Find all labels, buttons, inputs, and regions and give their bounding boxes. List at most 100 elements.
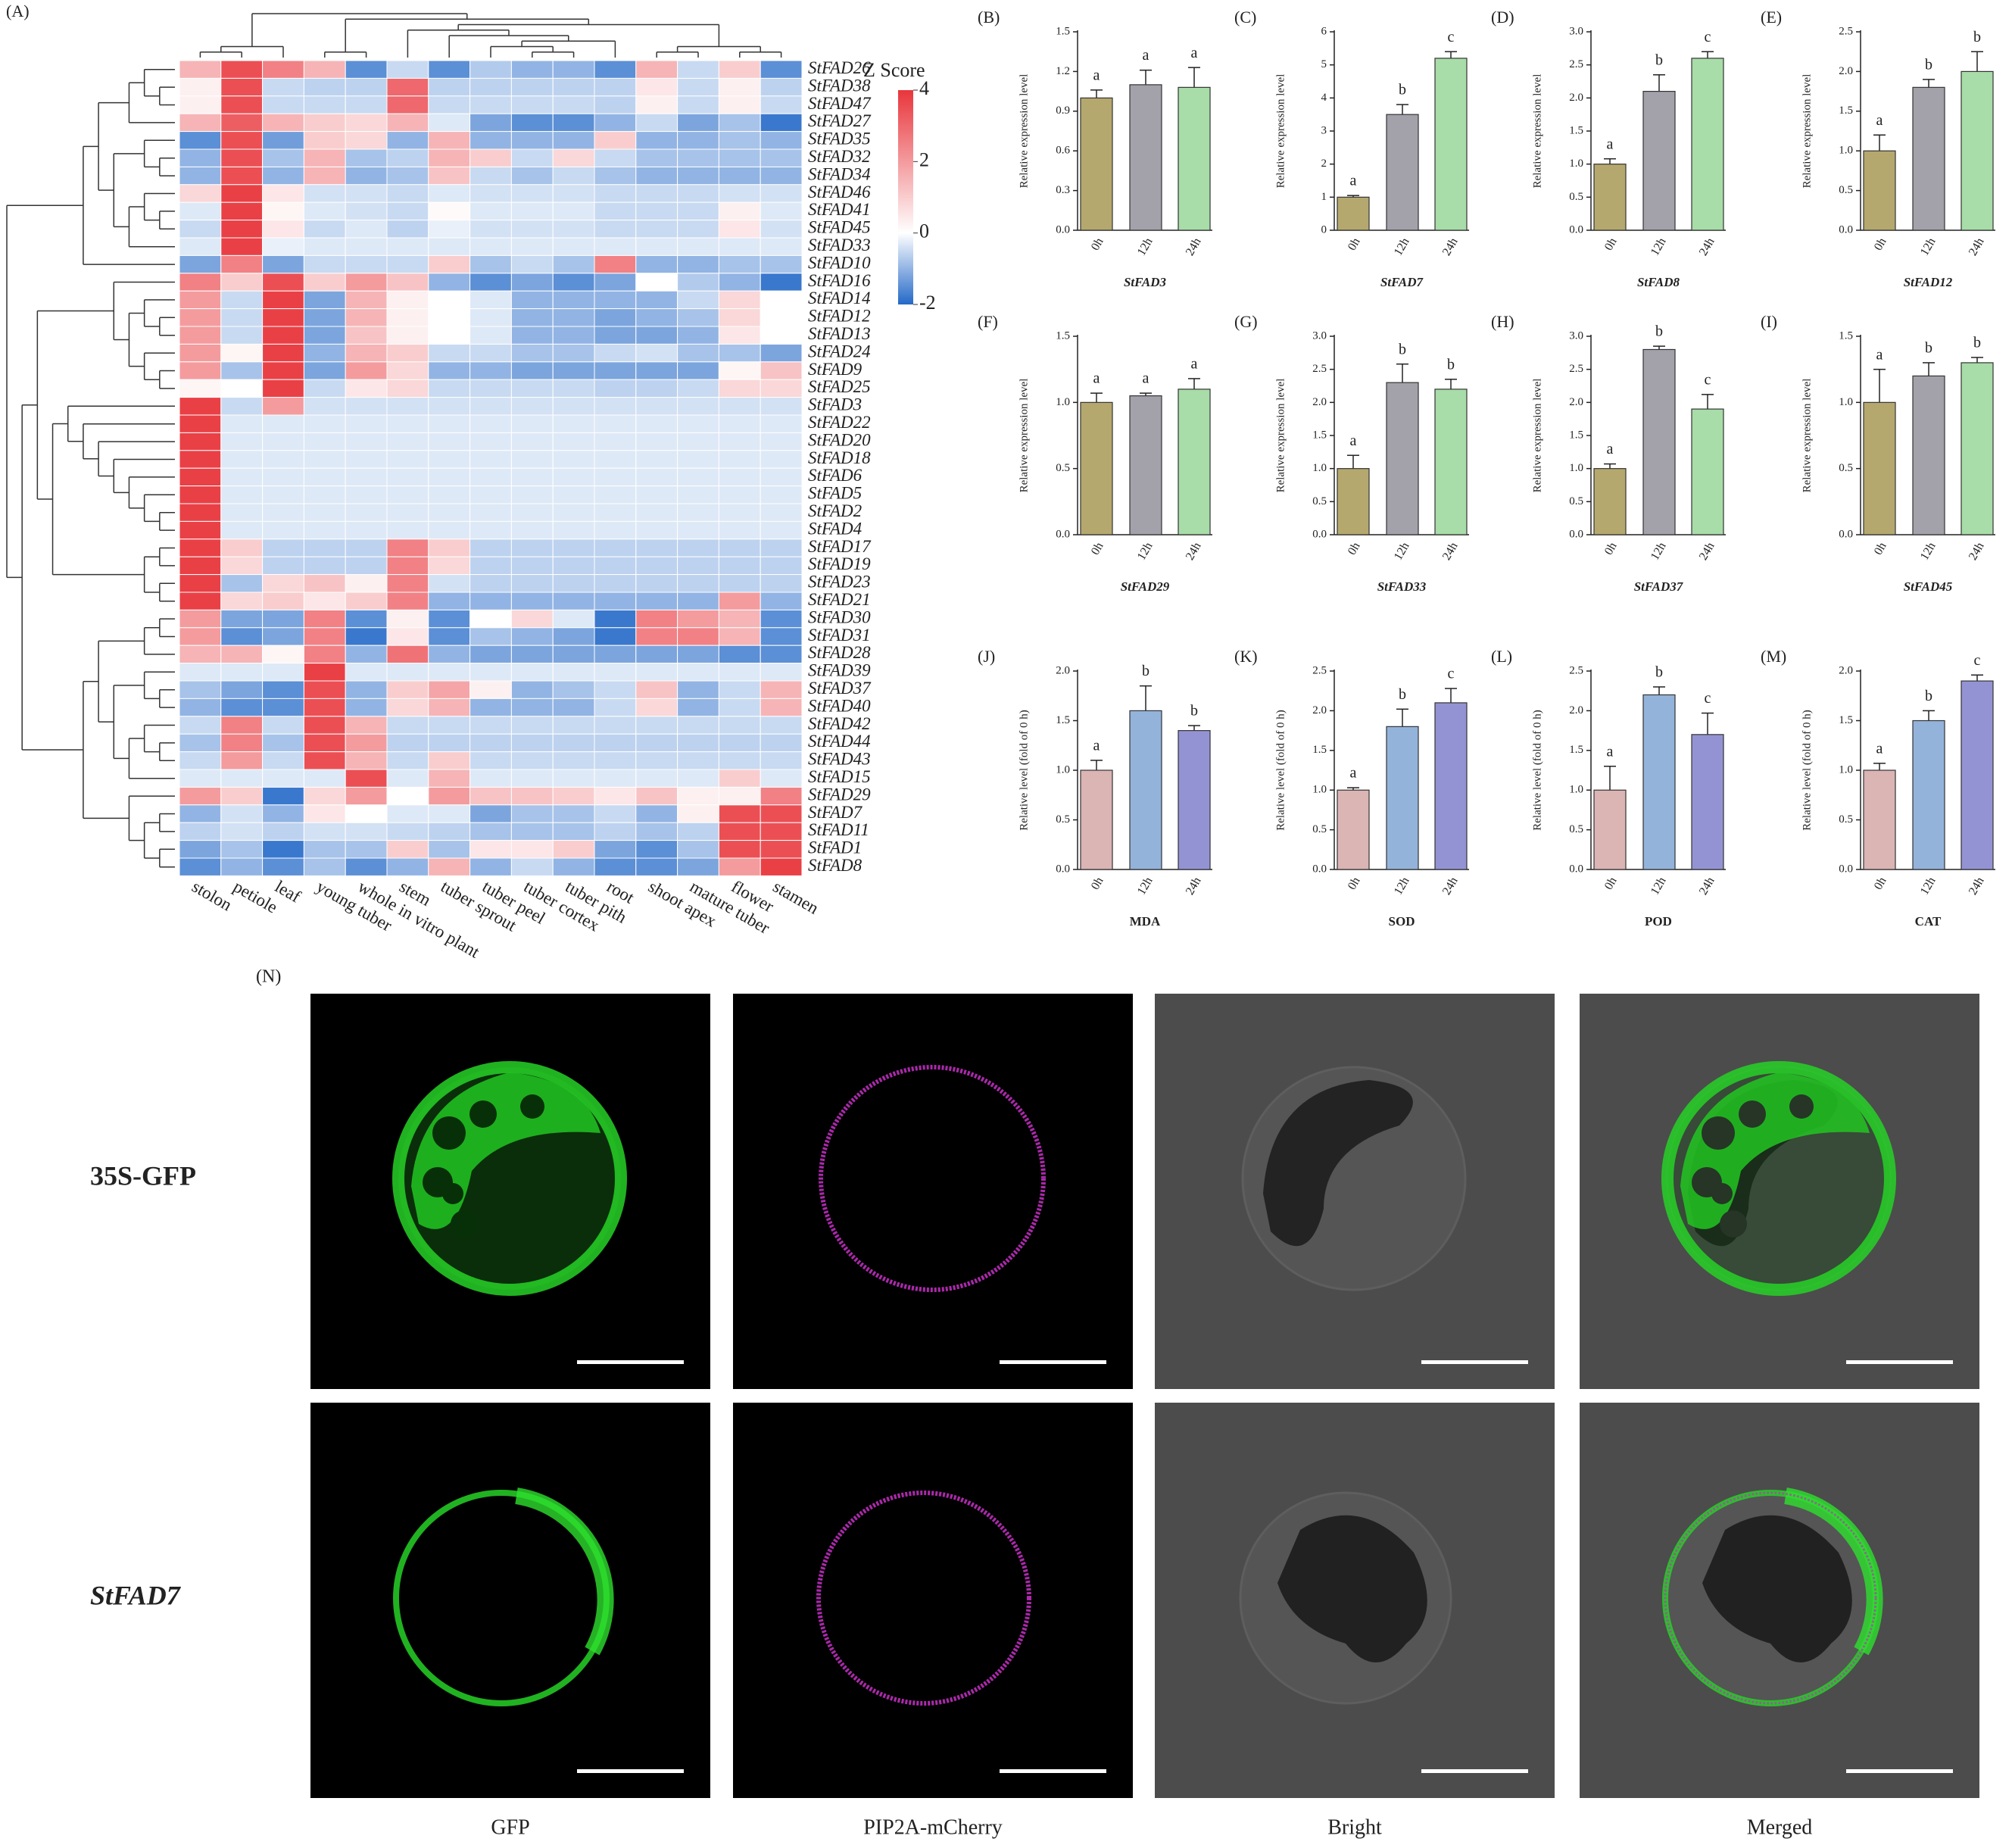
y-tick-label: 2.5 bbox=[1569, 58, 1583, 70]
heatmap-cell bbox=[635, 556, 678, 576]
heatmap-cell bbox=[510, 432, 554, 451]
heatmap-cell bbox=[635, 60, 678, 79]
heatmap-cell bbox=[760, 520, 803, 540]
heatmap-cell bbox=[594, 450, 637, 469]
row-label: StFAD37 bbox=[808, 679, 872, 698]
heatmap-cell bbox=[594, 113, 637, 133]
heatmap-cell bbox=[303, 237, 346, 256]
heatmap-cell bbox=[386, 840, 429, 859]
heatmap-cell bbox=[262, 503, 304, 522]
heatmap-cell bbox=[303, 148, 346, 167]
heatmap-cell bbox=[345, 663, 388, 682]
heatmap-cell bbox=[386, 627, 429, 646]
heatmap-cell bbox=[303, 822, 346, 841]
heatmap-cell bbox=[428, 432, 471, 451]
heatmap-cell bbox=[594, 663, 637, 682]
bar bbox=[1961, 70, 1994, 231]
heatmap-cell bbox=[345, 113, 388, 133]
heatmap-cell bbox=[718, 343, 761, 363]
heatmap-cell bbox=[594, 822, 637, 841]
column-label: Merged bbox=[1747, 1815, 1813, 1839]
heatmap-cell bbox=[428, 556, 471, 576]
panel-label: (D) bbox=[1491, 8, 1514, 27]
heatmap-cell bbox=[677, 432, 719, 451]
heatmap-cell bbox=[760, 556, 803, 576]
heatmap-cell bbox=[677, 148, 719, 167]
heatmap-cell bbox=[345, 201, 388, 221]
bar bbox=[1080, 769, 1113, 870]
colorbar-title: Z Score bbox=[863, 59, 925, 81]
y-tick-label: 0.5 bbox=[1569, 823, 1583, 835]
heatmap-cell bbox=[469, 716, 512, 735]
heatmap-cell bbox=[760, 751, 803, 770]
heatmap-cell bbox=[428, 716, 471, 735]
scale-bar bbox=[1846, 1360, 1953, 1364]
colorbar-tick-label: -2 bbox=[919, 292, 936, 314]
micrograph bbox=[310, 994, 710, 1389]
bar bbox=[1691, 58, 1724, 231]
x-tick-label: 24h bbox=[1697, 875, 1717, 897]
row-label: StFAD41 bbox=[808, 200, 871, 219]
heatmap-cell bbox=[635, 254, 678, 274]
heatmap-cell bbox=[677, 574, 719, 593]
heatmap-cell bbox=[552, 326, 595, 345]
heatmap-cell bbox=[262, 77, 304, 97]
heatmap-cell bbox=[594, 379, 637, 398]
heatmap-cell bbox=[760, 77, 803, 97]
heatmap-cell bbox=[718, 308, 761, 327]
heatmap-cell bbox=[718, 220, 761, 239]
heatmap-cell bbox=[552, 201, 595, 221]
heatmap-cell bbox=[510, 273, 554, 292]
heatmap-cell bbox=[179, 273, 222, 292]
heatmap-cell bbox=[677, 237, 719, 256]
heatmap-cell bbox=[677, 857, 719, 876]
row-label: StFAD46 bbox=[808, 183, 871, 201]
heatmap-cell bbox=[303, 467, 346, 487]
heatmap-cell bbox=[469, 840, 512, 859]
heatmap-cell bbox=[469, 326, 512, 345]
heatmap-cell bbox=[303, 166, 346, 186]
heatmap-cell bbox=[552, 450, 595, 469]
heatmap-cell bbox=[220, 574, 264, 593]
micrograph bbox=[733, 994, 1133, 1389]
heatmap-cell bbox=[428, 857, 471, 876]
heatmap-cell bbox=[428, 290, 471, 310]
heatmap-cell bbox=[262, 804, 304, 823]
heatmap-cell bbox=[510, 467, 554, 487]
row-label: StFAD9 bbox=[808, 360, 863, 379]
y-tick-label: 6 bbox=[1321, 25, 1327, 37]
y-tick-label: 0.5 bbox=[1312, 823, 1327, 835]
heatmap-cell bbox=[386, 503, 429, 522]
heatmap-cell bbox=[386, 379, 429, 398]
y-tick-label: 0.0 bbox=[1839, 863, 1853, 875]
heatmap-cell bbox=[262, 751, 304, 770]
heatmap-cell bbox=[718, 698, 761, 717]
heatmap-cell bbox=[428, 201, 471, 221]
heatmap-cell bbox=[469, 166, 512, 186]
heatmap-cell bbox=[718, 95, 761, 114]
row-label: StFAD28 bbox=[808, 643, 871, 662]
heatmap-cell bbox=[510, 609, 554, 629]
heatmap-cell bbox=[510, 485, 554, 504]
x-axis-label: StFAD3 bbox=[1124, 275, 1167, 289]
heatmap-cell bbox=[345, 574, 388, 593]
heatmap-cell bbox=[179, 786, 222, 806]
significance-letter: c bbox=[1705, 690, 1711, 707]
heatmap-cell bbox=[469, 254, 512, 274]
heatmap-cell bbox=[386, 645, 429, 664]
heatmap-cell bbox=[303, 609, 346, 629]
heatmap-cell bbox=[677, 77, 719, 97]
heatmap-cell bbox=[428, 769, 471, 788]
row-label: StFAD23 bbox=[808, 573, 871, 592]
chloroplast bbox=[451, 1210, 478, 1238]
image-background bbox=[733, 1403, 1133, 1798]
heatmap-cell bbox=[552, 237, 595, 256]
heatmap-cell bbox=[345, 95, 388, 114]
heatmap-cell bbox=[428, 751, 471, 770]
y-axis-label: Relative expression level bbox=[1531, 74, 1543, 189]
heatmap-cell bbox=[345, 716, 388, 735]
heatmap-cell bbox=[262, 237, 304, 256]
bar bbox=[1129, 710, 1162, 870]
heatmap-cell bbox=[469, 556, 512, 576]
heatmap-cell bbox=[594, 786, 637, 806]
